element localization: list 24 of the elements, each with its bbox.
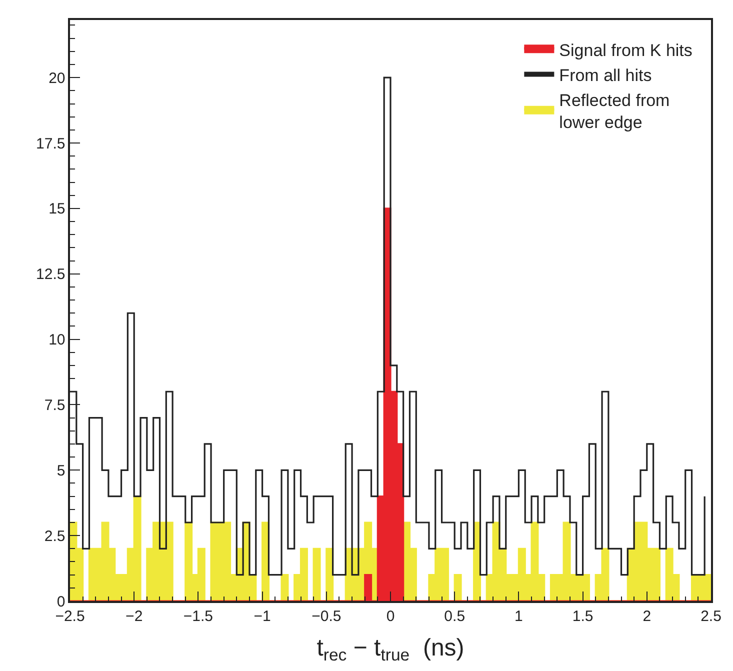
x-tick-label: 2.5 [700,608,722,625]
x-tick-label: 0 [386,608,395,625]
x-tick-label: −1 [254,608,271,625]
y-tick-label: 5 [56,462,66,480]
x-tick-label: −2 [126,608,143,625]
legend-label: Signal from K hits [559,40,692,60]
x-tick-label: 2 [642,608,652,625]
x-tick-label: −2.5 [55,608,85,625]
y-tick-label: 20 [48,70,66,87]
y-tick-label: 7.5 [44,396,66,414]
x-tick-label: −0.5 [312,608,342,625]
legend-label: From all hits [559,66,652,85]
y-tick-label: 2.5 [44,528,66,545]
x-tick-label: 1.5 [572,608,594,625]
x-axis-title: t$_{rec}$ − t$_{true}$ (ns) [316,634,464,665]
legend-label: Reflected from lower edge [559,91,670,132]
y-tick-label: 12.5 [36,266,66,284]
y-tick-label: 10 [48,332,66,349]
y-tick-label: 0 [56,593,66,610]
x-tick-label: 0.5 [444,608,466,625]
y-tick-label: 17.5 [36,135,66,152]
x-tick-label: 1 [514,608,523,625]
x-tick-label: −1.5 [183,608,214,625]
y-tick-label: 15 [48,200,66,218]
